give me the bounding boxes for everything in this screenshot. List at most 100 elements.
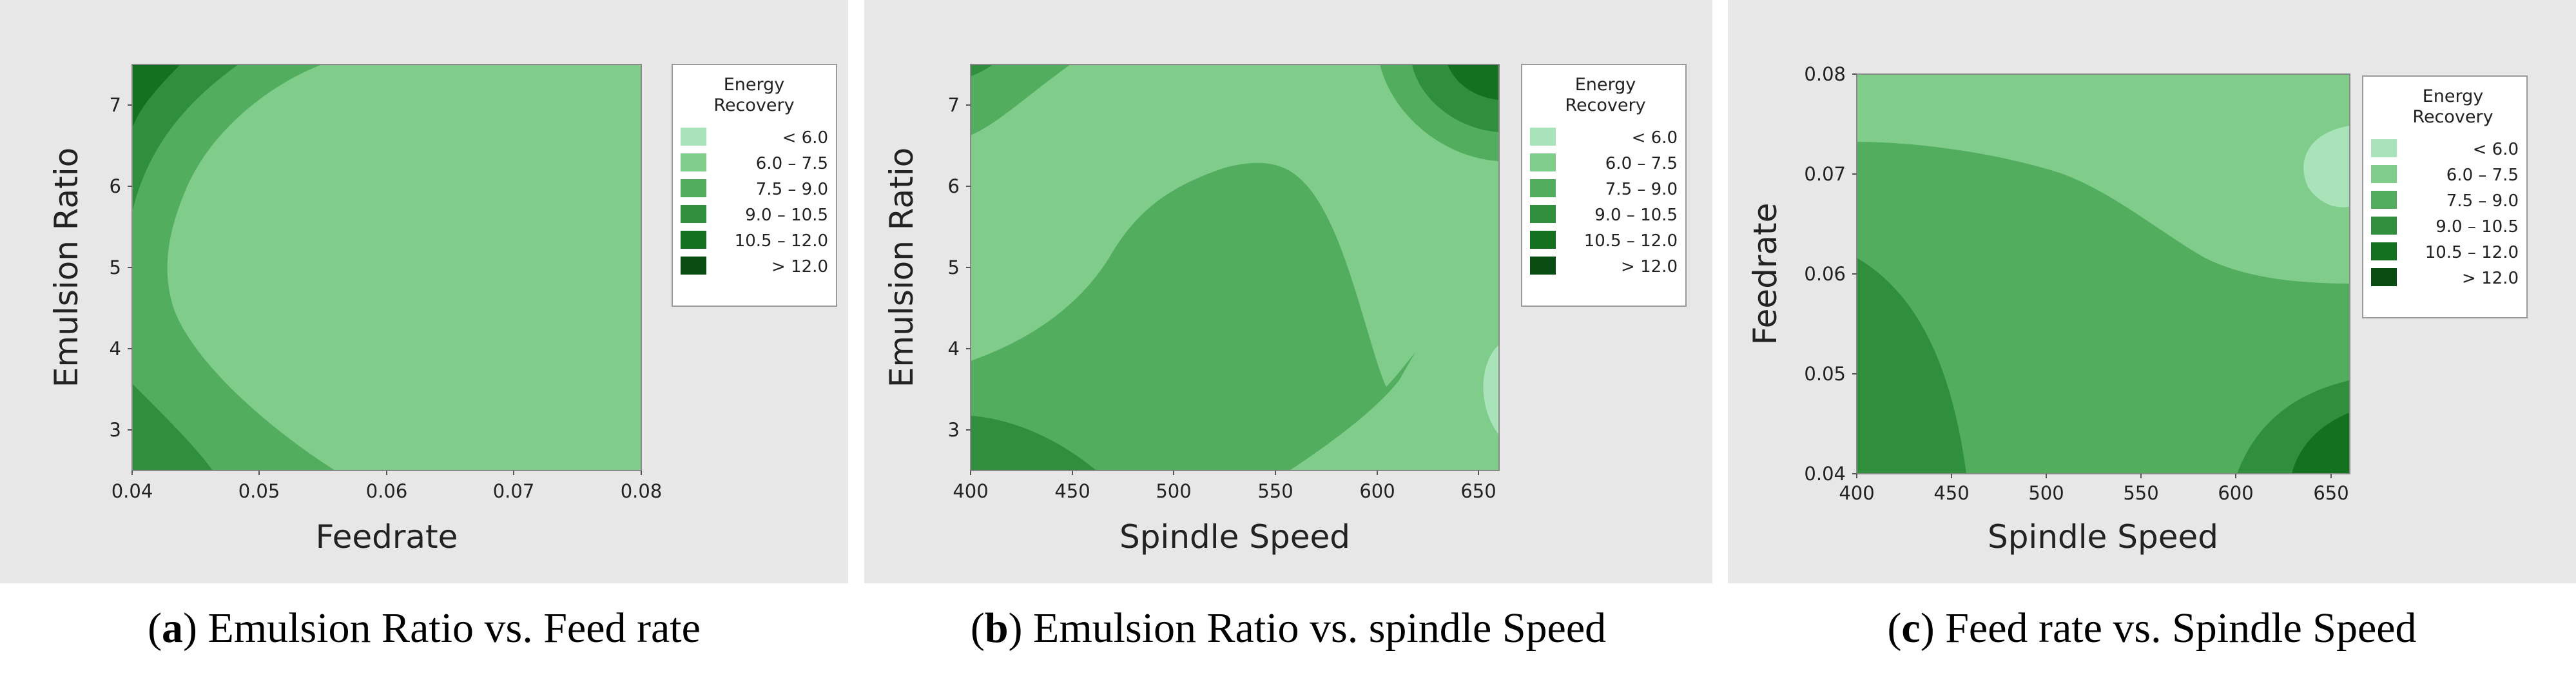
legend-swatch bbox=[681, 153, 706, 171]
legend-swatch bbox=[1530, 205, 1556, 223]
x-tick-label: 450 bbox=[1054, 480, 1090, 502]
y-tick-label: 0.08 bbox=[1804, 63, 1846, 85]
panel-a: 3 4 5 6 7 0.04 0.05 0.06 0.07 0.08 Feedr… bbox=[0, 0, 848, 583]
x-tick-label: 500 bbox=[1156, 480, 1191, 502]
region-9-10.5-top bbox=[132, 64, 238, 213]
legend-swatch bbox=[681, 257, 706, 275]
region-9-10.5-bottom bbox=[971, 416, 1096, 471]
y-tick-label: 0.06 bbox=[1804, 263, 1846, 285]
y-tick-label: 0.04 bbox=[1804, 463, 1846, 485]
x-tick-label: 0.05 bbox=[238, 480, 280, 502]
y-axis-label: Emulsion Ratio bbox=[883, 148, 920, 387]
region-6-7.5 bbox=[1857, 74, 2350, 284]
legend-title: Energy bbox=[724, 75, 785, 95]
legend-swatch bbox=[2371, 268, 2397, 286]
y-axis-a: 3 4 5 6 7 bbox=[110, 94, 132, 441]
legend-label: < 6.0 bbox=[1632, 128, 1678, 148]
contour-plot-c: 0.04 0.05 0.06 0.07 0.08 400 450 500 550… bbox=[1747, 63, 2528, 556]
contour-regions-b bbox=[971, 64, 1499, 471]
x-tick-label: 0.06 bbox=[366, 480, 408, 502]
legend-label: > 12.0 bbox=[771, 257, 828, 277]
legend-title: Energy bbox=[1575, 75, 1636, 95]
x-tick-label: 600 bbox=[2218, 482, 2253, 504]
legend-label: 9.0 – 10.5 bbox=[745, 206, 828, 225]
region-7.5-9 bbox=[132, 64, 335, 471]
caption-b: (b) Emulsion Ratio vs. spindle Speed bbox=[970, 605, 1607, 652]
legend-a: Energy Recovery < 6.0 6.0 – 7.5 7.5 – 9.… bbox=[672, 64, 837, 307]
legend-swatch bbox=[2371, 165, 2397, 183]
x-axis-c: 400 450 500 550 600 650 bbox=[1839, 474, 2349, 504]
legend-label: 7.5 – 9.0 bbox=[1605, 180, 1678, 199]
contour-regions-c bbox=[1857, 74, 2350, 474]
contour-plot-b: 3 4 5 6 7 400 450 500 550 600 650 Spindl… bbox=[883, 64, 1687, 556]
x-axis-b: 400 450 500 550 600 650 bbox=[953, 471, 1496, 502]
y-tick-label: 0.07 bbox=[1804, 163, 1846, 185]
region-9-10.5-left bbox=[1857, 258, 1966, 474]
caption-text: Emulsion Ratio vs. Feed rate bbox=[208, 605, 701, 652]
y-tick-label: 3 bbox=[110, 419, 121, 441]
contour-plot-a: 3 4 5 6 7 0.04 0.05 0.06 0.07 0.08 Feedr… bbox=[48, 64, 837, 556]
legend-label: 7.5 – 9.0 bbox=[756, 180, 828, 199]
region-10.5-12-bottomright bbox=[2292, 413, 2350, 474]
caption-letter: a bbox=[162, 605, 184, 652]
legend-swatch bbox=[681, 128, 706, 146]
x-tick-label: 450 bbox=[1933, 482, 1969, 504]
region-7.5-9-top bbox=[971, 64, 1070, 135]
y-axis-b: 3 4 5 6 7 bbox=[948, 94, 971, 441]
region-6-7.5-lower bbox=[1290, 258, 1499, 471]
region-9-10.5-top bbox=[971, 64, 993, 76]
region-6-7.5-upper bbox=[971, 64, 1499, 387]
caption-letter: b bbox=[984, 605, 1009, 652]
legend-label: 6.0 – 7.5 bbox=[756, 154, 828, 173]
legend-swatch bbox=[2371, 217, 2397, 235]
x-tick-label: 500 bbox=[2028, 482, 2064, 504]
legend-swatch bbox=[681, 205, 706, 223]
caption-c: (c) Feed rate vs. Spindle Speed bbox=[1887, 605, 2417, 652]
legend-swatch bbox=[1530, 257, 1556, 275]
y-tick-label: 7 bbox=[110, 94, 121, 116]
legend-swatch bbox=[1530, 153, 1556, 171]
x-axis-label: Spindle Speed bbox=[1119, 518, 1350, 556]
y-tick-label: 5 bbox=[948, 257, 960, 278]
x-axis-label: Feedrate bbox=[316, 518, 458, 556]
legend-label: < 6.0 bbox=[782, 128, 828, 148]
legend-title: Recovery bbox=[2412, 107, 2493, 127]
y-tick-label: 4 bbox=[110, 338, 121, 360]
legend-label: > 12.0 bbox=[1621, 257, 1678, 277]
x-tick-label: 0.08 bbox=[621, 480, 663, 502]
legend-label: 7.5 – 9.0 bbox=[2446, 191, 2519, 211]
y-axis-label: Emulsion Ratio bbox=[48, 148, 85, 387]
legend-title: Recovery bbox=[1565, 95, 1645, 115]
caption-a: (a) Emulsion Ratio vs. Feed rate bbox=[148, 605, 701, 652]
legend-label: < 6.0 bbox=[2473, 140, 2519, 159]
legend-label: 6.0 – 7.5 bbox=[2446, 166, 2519, 185]
region-9-10.5-bottom bbox=[132, 384, 213, 471]
legend-swatch bbox=[1530, 179, 1556, 197]
caption-text: Emulsion Ratio vs. spindle Speed bbox=[1033, 605, 1607, 652]
y-axis-label: Feedrate bbox=[1747, 203, 1784, 345]
legend-title: Recovery bbox=[713, 95, 794, 115]
region-10.5-12-topright bbox=[1448, 64, 1499, 100]
x-axis-label: Spindle Speed bbox=[1988, 518, 2218, 556]
y-tick-label: 6 bbox=[948, 175, 960, 197]
legend-label: 10.5 – 12.0 bbox=[735, 231, 828, 251]
y-tick-label: 0.05 bbox=[1804, 363, 1846, 385]
legend-swatch bbox=[2371, 191, 2397, 209]
x-tick-label: 600 bbox=[1359, 480, 1395, 502]
legend-swatch bbox=[2371, 242, 2397, 260]
y-tick-label: 6 bbox=[110, 175, 121, 197]
region-below-6 bbox=[1483, 345, 1499, 435]
legend-swatch bbox=[2371, 139, 2397, 157]
legend-label: 9.0 – 10.5 bbox=[2436, 217, 2519, 237]
legend-label: 10.5 – 12.0 bbox=[2425, 243, 2519, 262]
x-tick-label: 650 bbox=[2313, 482, 2348, 504]
x-tick-label: 0.07 bbox=[493, 480, 535, 502]
y-tick-label: 4 bbox=[948, 338, 960, 360]
legend-label: 6.0 – 7.5 bbox=[1605, 154, 1678, 173]
x-tick-label: 0.04 bbox=[111, 480, 153, 502]
x-tick-label: 550 bbox=[1257, 480, 1293, 502]
legend-c: Energy Recovery < 6.0 6.0 – 7.5 7.5 – 9.… bbox=[2362, 75, 2528, 318]
region-10.5-12-top bbox=[132, 64, 180, 129]
y-tick-label: 7 bbox=[948, 94, 960, 116]
region-below-6 bbox=[2303, 126, 2350, 208]
